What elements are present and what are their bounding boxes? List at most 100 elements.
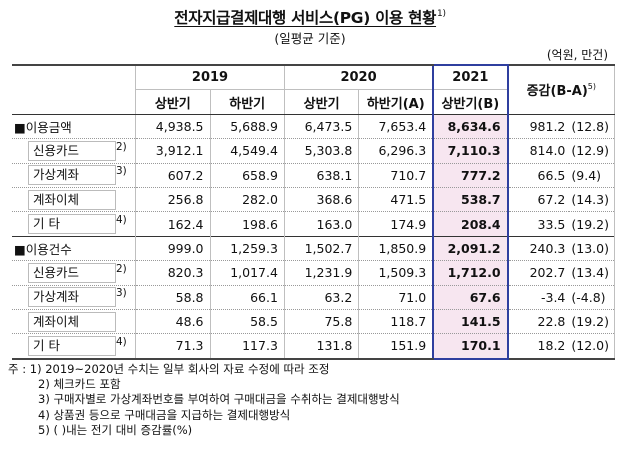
change-value: 66.5	[507, 162, 570, 188]
table-row: ■이용건수 999.0 1,259.3 1,502.7 1,850.9 2,091.2 24…	[12, 235, 616, 261]
value-cell: 1,502.7	[283, 235, 360, 261]
value-cell: 710.7	[358, 162, 434, 188]
value-cell: 538.7	[432, 186, 509, 212]
change-percent: (9.4)	[569, 162, 616, 188]
value-cell: 1,259.3	[209, 235, 285, 261]
change-value: 202.7	[507, 260, 570, 286]
value-cell: 131.8	[283, 333, 360, 360]
table-row: 가상계좌 3) 58.8 66.1 63.2 71.0 67.6 -3.4 (-4.8)	[12, 284, 616, 310]
value-cell: 6,473.5	[283, 113, 360, 139]
table-row: 가상계좌 3) 607.2 658.9 638.1 710.7 777.2 66.5 (9.4)	[12, 162, 616, 188]
row-label: ■이용건수	[12, 235, 137, 261]
change-percent: (12.9)	[569, 138, 616, 164]
header-half: 하반기	[209, 89, 285, 115]
change-value: 22.8	[507, 308, 570, 334]
change-percent: (13.0)	[569, 235, 616, 261]
value-cell: 3,912.1	[135, 138, 211, 164]
footnote: 4) 상품권 등으로 구매대금을 지급하는 결제대행방식	[38, 407, 291, 422]
value-cell: 208.4	[432, 211, 509, 237]
footnote: 2) 체크카드 포함	[38, 377, 121, 392]
value-cell: 256.8	[135, 186, 211, 212]
unit-label: (억원, 만건)	[546, 48, 608, 62]
value-cell: 170.1	[432, 333, 509, 360]
value-cell: 118.7	[358, 308, 434, 334]
row-label: 신용카드 2)	[12, 138, 137, 164]
row-label: ■이용금액	[12, 113, 137, 139]
footnote: 3) 구매자별로 가상계좌번호를 부여하여 구매대금을 수취하는 결제대행방식	[38, 392, 400, 407]
header-half: 상반기	[283, 89, 360, 115]
value-cell: 777.2	[432, 162, 509, 188]
value-cell: 471.5	[358, 186, 434, 212]
change-value: 981.2	[507, 113, 570, 139]
value-cell: 1,509.3	[358, 260, 434, 286]
change-value: 18.2	[507, 333, 570, 360]
table-row: 계좌이체 48.6 58.5 75.8 118.7 141.5 22.8 (19.2)	[12, 308, 616, 334]
value-cell: 999.0	[135, 235, 211, 261]
value-cell: 1,712.0	[432, 260, 509, 286]
table-row: 기 타 4) 71.3 117.3 131.8 151.9 170.1 18.2 (12.0)	[12, 333, 616, 360]
header-change: 증감(B-A)5)	[507, 63, 615, 115]
value-cell: 71.3	[135, 333, 211, 360]
header-half: 하반기(A)	[358, 89, 434, 115]
row-label: 계좌이체	[12, 308, 137, 334]
row-label: 기 타 4)	[12, 211, 137, 237]
value-cell: 4,549.4	[209, 138, 285, 164]
row-label: 계좌이체	[12, 186, 137, 212]
header-year-2021: 2021	[432, 64, 509, 90]
value-cell: 820.3	[135, 260, 211, 286]
value-cell: 67.6	[432, 284, 509, 310]
table-row: 신용카드 2) 820.3 1,017.4 1,231.9 1,509.3 1,712.0 2…	[12, 260, 616, 286]
value-cell: 163.0	[283, 211, 360, 237]
value-cell: 63.2	[283, 284, 360, 310]
value-cell: 151.9	[358, 333, 434, 360]
value-cell: 658.9	[209, 162, 285, 188]
header-corner	[12, 63, 137, 115]
value-cell: 1,850.9	[358, 235, 434, 261]
page-subtitle: (일평균 기준)	[274, 31, 346, 46]
change-percent: (13.4)	[569, 260, 616, 286]
value-cell: 198.6	[209, 211, 285, 237]
header-year-2019: 2019	[135, 64, 285, 90]
value-cell: 2,091.2	[432, 235, 509, 261]
change-value: 240.3	[507, 235, 570, 261]
value-cell: 58.8	[135, 284, 211, 310]
value-cell: 282.0	[209, 186, 285, 212]
title-footnote-mark: 1)	[437, 9, 446, 19]
row-label: 가상계좌 3)	[12, 284, 137, 310]
table-row: 계좌이체 256.8 282.0 368.6 471.5 538.7 67.2 (14.3)	[12, 186, 616, 212]
value-cell: 1,017.4	[209, 260, 285, 286]
row-label: 기 타 4)	[12, 333, 137, 360]
row-label: 신용카드 2)	[12, 260, 137, 286]
change-percent: (12.0)	[569, 333, 616, 360]
value-cell: 6,296.3	[358, 138, 434, 164]
footnote: 5) ( )내는 전기 대비 증감률(%)	[38, 422, 193, 437]
value-cell: 48.6	[135, 308, 211, 334]
value-cell: 58.5	[209, 308, 285, 334]
value-cell: 638.1	[283, 162, 360, 188]
change-percent: (19.2)	[569, 211, 616, 237]
table-row: 기 타 4) 162.4 198.6 163.0 174.9 208.4 33.5 (19.2)	[12, 211, 616, 237]
value-cell: 117.3	[209, 333, 285, 360]
value-cell: 607.2	[135, 162, 211, 188]
footnote: 주 : 1) 2019~2020년 수치는 일부 회사의 자료 수정에 따라 조…	[8, 362, 330, 376]
page-title: 전자지급결제대행 서비스(PG) 이용 현황1)	[174, 9, 446, 27]
value-cell: 5,303.8	[283, 138, 360, 164]
row-label: 가상계좌 3)	[12, 162, 137, 188]
value-cell: 7,110.3	[432, 138, 509, 164]
pg-usage-table: 2019 2020 2021 증감(B-A)5) 상반기 하반기 상반기 하반기…	[12, 63, 616, 360]
table-row: 신용카드 2) 3,912.1 4,549.4 5,303.8 6,296.3 7,110.…	[12, 138, 616, 164]
value-cell: 8,634.6	[432, 113, 509, 139]
value-cell: 4,938.5	[135, 113, 211, 139]
change-percent: (14.3)	[569, 186, 616, 212]
value-cell: 141.5	[432, 308, 509, 334]
change-value: 33.5	[507, 211, 570, 237]
change-percent: (19.2)	[569, 308, 616, 334]
value-cell: 66.1	[209, 284, 285, 310]
value-cell: 5,688.9	[209, 113, 285, 139]
change-value: -3.4	[507, 284, 570, 310]
value-cell: 75.8	[283, 308, 360, 334]
change-percent: (12.8)	[569, 113, 616, 139]
footnotes: 주 : 1) 2019~2020년 수치는 일부 회사의 자료 수정에 따라 조…	[8, 362, 400, 438]
change-percent: (-4.8)	[569, 284, 616, 310]
value-cell: 7,653.4	[358, 113, 434, 139]
